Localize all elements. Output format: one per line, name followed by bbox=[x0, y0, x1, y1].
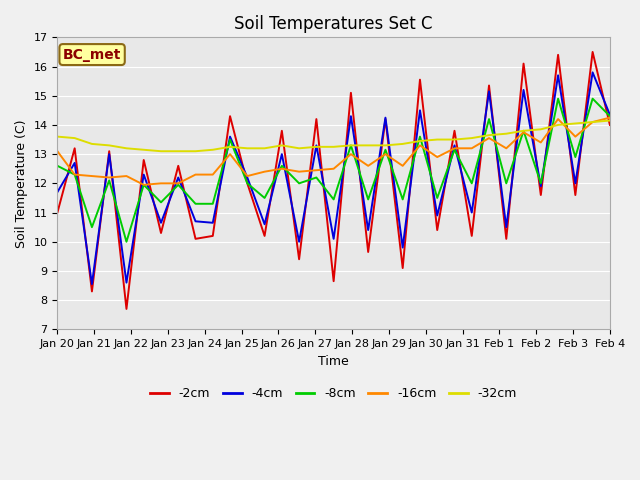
X-axis label: Time: Time bbox=[318, 355, 349, 368]
Legend: -2cm, -4cm, -8cm, -16cm, -32cm: -2cm, -4cm, -8cm, -16cm, -32cm bbox=[145, 382, 522, 405]
Y-axis label: Soil Temperature (C): Soil Temperature (C) bbox=[15, 119, 28, 248]
Text: BC_met: BC_met bbox=[63, 48, 122, 61]
Title: Soil Temperatures Set C: Soil Temperatures Set C bbox=[234, 15, 433, 33]
